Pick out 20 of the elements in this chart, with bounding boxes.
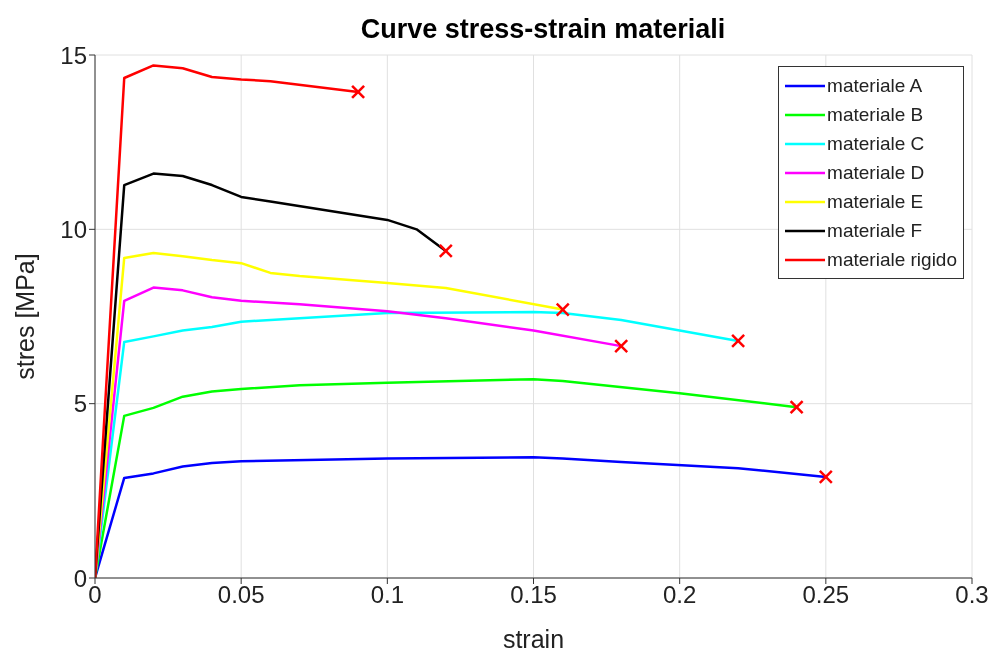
x-tick-label: 0.3 (955, 581, 989, 609)
x-tick-label: 0.05 (217, 581, 265, 609)
x-tick-label: 0.2 (662, 581, 697, 609)
x-tick-label: 0.1 (370, 581, 405, 609)
legend-label: materiale E (827, 190, 924, 213)
legend-label: materiale F (827, 219, 923, 242)
chart-title: Curve stress-strain materiali (359, 14, 727, 45)
x-tick-label: 0.25 (802, 581, 850, 609)
y-tick-label: 15 (60, 41, 87, 69)
y-axis-title: stres [MPa] (10, 253, 39, 380)
legend-label: materiale B (827, 103, 924, 126)
y-tick-label: 0 (73, 564, 87, 592)
x-tick-label: 0.15 (510, 581, 557, 609)
y-tick-label: 5 (73, 390, 87, 418)
legend-label: materiale D (827, 161, 925, 184)
legend-label: materiale rigido (827, 248, 957, 271)
legend-label: materiale C (827, 132, 925, 155)
x-axis-title: strain (502, 625, 565, 653)
y-tick-label: 10 (60, 215, 87, 243)
legend-label: materiale A (827, 74, 923, 97)
